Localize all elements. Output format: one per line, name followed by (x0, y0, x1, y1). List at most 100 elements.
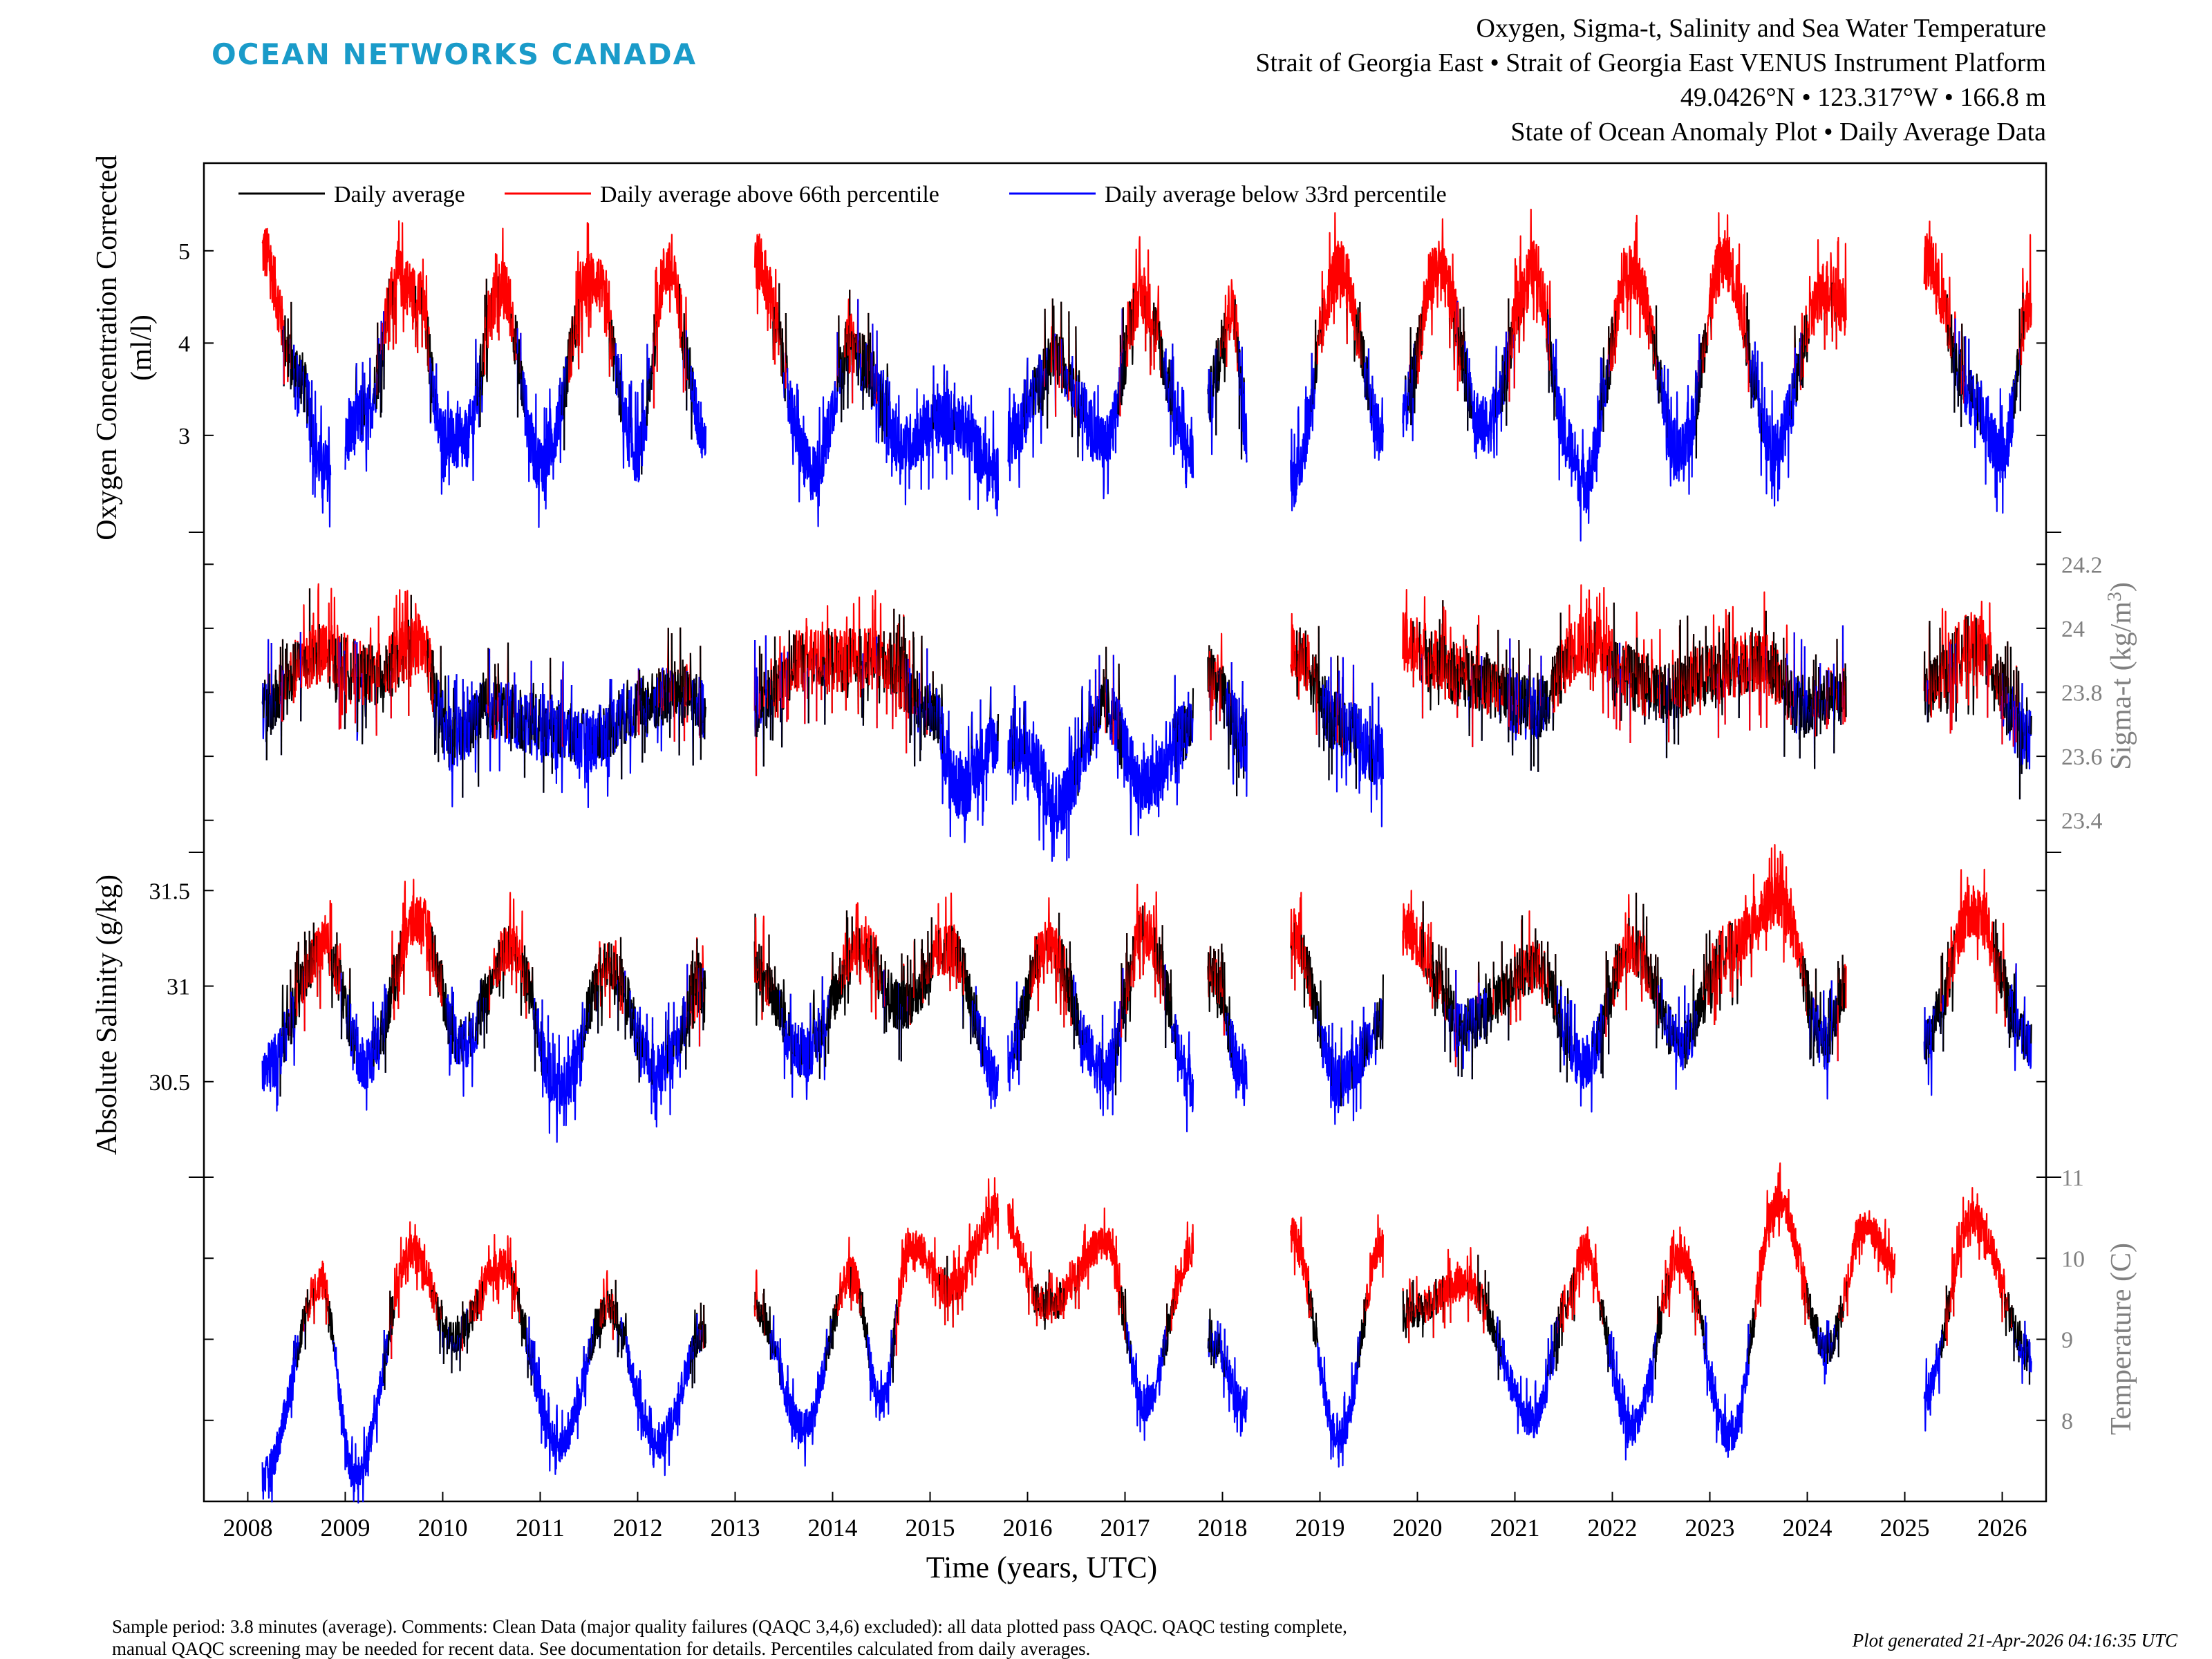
series-line-below (953, 382, 1000, 517)
title-line-1: Oxygen, Sigma-t, Salinity and Sea Water … (1477, 14, 2046, 43)
series-line-below (1495, 346, 1501, 456)
series-line-normal (678, 673, 681, 756)
series-line-normal (1492, 962, 1503, 1024)
series-line-above (1294, 892, 1302, 991)
series-line-above (1808, 239, 1826, 339)
series-line-above (411, 618, 416, 676)
series-line-normal (1060, 301, 1062, 341)
series-line-above (1156, 285, 1160, 341)
series-line-below (1340, 1027, 1353, 1107)
series-line-normal (863, 335, 866, 379)
series-line-above (1648, 306, 1651, 350)
series-line-above (1047, 897, 1052, 974)
series-line-below (1313, 368, 1316, 410)
series-line-above (656, 234, 681, 372)
series-line-normal (1464, 352, 1467, 393)
series-line-above (401, 602, 404, 682)
series-line-below (942, 713, 950, 785)
series-line-normal (1806, 315, 1808, 363)
series-line-above (852, 321, 855, 362)
series-line-above (879, 603, 883, 676)
series-line-normal (298, 355, 301, 388)
series-line-above (491, 253, 500, 341)
series-line-above (321, 624, 329, 676)
series-line-below (1968, 338, 1971, 424)
series-line-normal (1490, 675, 1493, 719)
series-line-above (1956, 621, 1961, 704)
series-line-normal (650, 353, 654, 390)
series-line-below (1019, 707, 1025, 774)
series-line-below (1351, 1020, 1361, 1122)
series-line-below (554, 710, 558, 785)
series-line-normal (916, 671, 919, 713)
series-line-above (421, 259, 427, 348)
series-line-above (946, 925, 951, 974)
series-line-normal (387, 977, 393, 1033)
series-line-below (789, 380, 798, 465)
series-line-below (651, 1017, 666, 1128)
series-line-normal (1783, 637, 1785, 686)
series-line-below (284, 1022, 288, 1062)
series-line-normal (288, 670, 291, 700)
series-line-above (261, 227, 283, 337)
series-line-normal (966, 970, 971, 1017)
series-line-above (819, 630, 822, 684)
series-line-normal (1131, 309, 1134, 365)
series-line-below (364, 373, 371, 472)
series-line-below (1574, 1004, 1594, 1113)
series-line-normal (677, 669, 680, 702)
series-line-below (1176, 712, 1179, 806)
series-line-above (498, 227, 512, 341)
series-line-normal (832, 952, 840, 1020)
series-line-above (1523, 208, 1548, 341)
series-line-below (941, 706, 944, 805)
series-line-below (1010, 715, 1014, 805)
series-line-normal (1168, 359, 1171, 388)
series-line-below (1179, 707, 1182, 765)
series-line-above (1710, 212, 1744, 340)
series-line-above (414, 603, 429, 675)
series-line-above (401, 902, 405, 971)
series-line-normal (497, 663, 500, 698)
series-line-normal (1215, 682, 1219, 725)
series-line-normal (760, 653, 765, 718)
series-line-normal (781, 662, 785, 710)
series-line-below (1239, 352, 1241, 396)
series-line-below (1007, 387, 1025, 488)
series-line-below (1369, 384, 1374, 431)
series-line-below (1663, 365, 1669, 461)
series-line-below (943, 364, 948, 480)
series-line-above (1308, 641, 1311, 679)
series-line-below (1675, 1013, 1678, 1090)
series-line-above (425, 275, 429, 350)
series-line-below (1516, 673, 1519, 733)
series-line-below (467, 699, 471, 757)
series-line-normal (1078, 370, 1080, 437)
series-line-below (570, 684, 574, 760)
series-line-below (1116, 698, 1119, 779)
series-line-normal (501, 687, 505, 718)
series-oxygen (261, 208, 2032, 542)
series-line-below (1191, 710, 1194, 743)
series-line-below (980, 699, 991, 826)
series-line-above (1318, 306, 1322, 345)
series-line-below (668, 1002, 675, 1116)
series-line-above (804, 617, 808, 724)
series-line-below (456, 674, 460, 767)
series-line-below (694, 379, 707, 459)
series-line-above (1575, 584, 1583, 677)
series-line-below (630, 716, 635, 737)
series-line-below (809, 1002, 814, 1075)
series-line-below (1243, 382, 1248, 463)
series-line-normal (286, 643, 289, 715)
series-line-below (1667, 368, 1696, 495)
series-line-below (646, 1013, 653, 1115)
series-line-above (1412, 617, 1421, 688)
series-line-below (1752, 354, 1755, 408)
series-line-below (1121, 713, 1175, 836)
series-line-below (1331, 1022, 1342, 1125)
series-line-above (1989, 632, 1993, 675)
series-line-below (1243, 711, 1246, 772)
series-line-below (435, 363, 477, 495)
series-line-normal (442, 708, 444, 753)
